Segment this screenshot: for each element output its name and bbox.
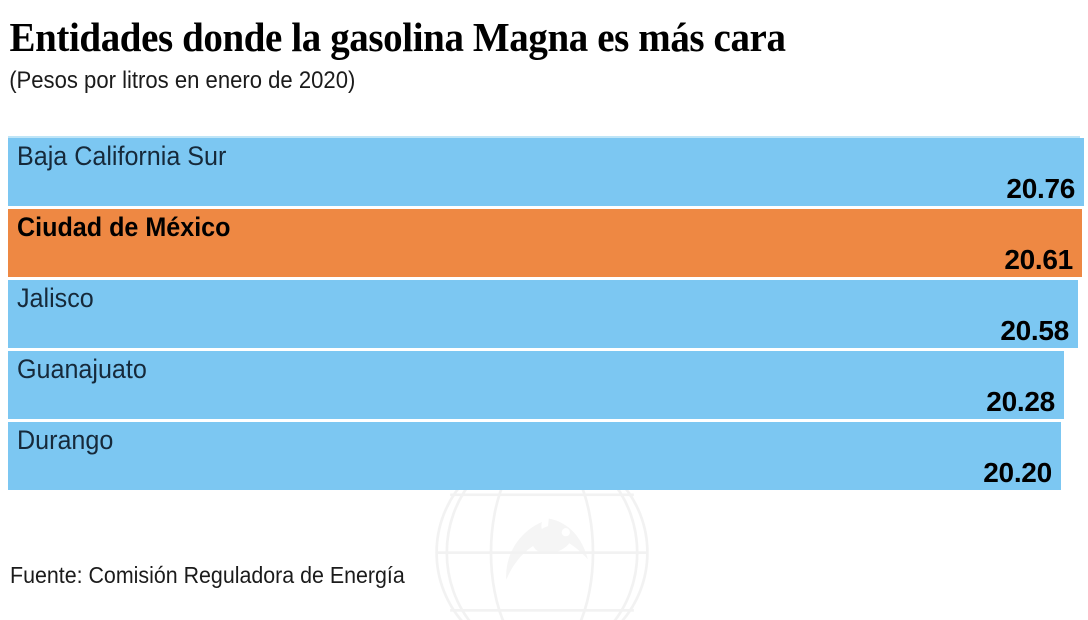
chart-header: Entidades donde la gasolina Magna es más… [0, 0, 1088, 96]
chart-subtitle: (Pesos por litros en enero de 2020) [9, 67, 356, 94]
header-divider [8, 136, 1080, 138]
bar-category-label: Jalisco [17, 283, 94, 313]
bar-fill [8, 422, 1061, 490]
bar-category-label: Durango [17, 425, 114, 455]
bar-fill [8, 351, 1064, 419]
table-row: Durango 20.20 [8, 422, 1061, 490]
table-row: Jalisco 20.58 [8, 280, 1078, 348]
bar-value-label: 20.61 [1004, 244, 1073, 275]
table-row: Ciudad de México 20.61 [8, 209, 1082, 277]
bar-category-label: Guanajuato [17, 354, 147, 384]
bar-value-label: 20.28 [986, 386, 1055, 417]
page-title: Entidades donde la gasolina Magna es más… [9, 14, 786, 60]
table-row: Guanajuato 20.28 [8, 351, 1064, 419]
bar-category-label: Ciudad de México [17, 212, 231, 242]
bar-chart: Baja California Sur 20.76 Ciudad de Méxi… [0, 138, 1088, 528]
bar-value-label: 20.76 [1006, 173, 1075, 204]
source-note: Fuente: Comisión Reguladora de Energía [10, 562, 405, 588]
bar-fill [8, 209, 1082, 277]
bar-value-label: 20.20 [983, 457, 1052, 488]
bar-fill [8, 138, 1084, 206]
bar-fill [8, 280, 1078, 348]
table-row: Baja California Sur 20.76 [8, 138, 1084, 206]
bar-category-label: Baja California Sur [17, 141, 227, 171]
bar-value-label: 20.58 [1000, 315, 1069, 346]
